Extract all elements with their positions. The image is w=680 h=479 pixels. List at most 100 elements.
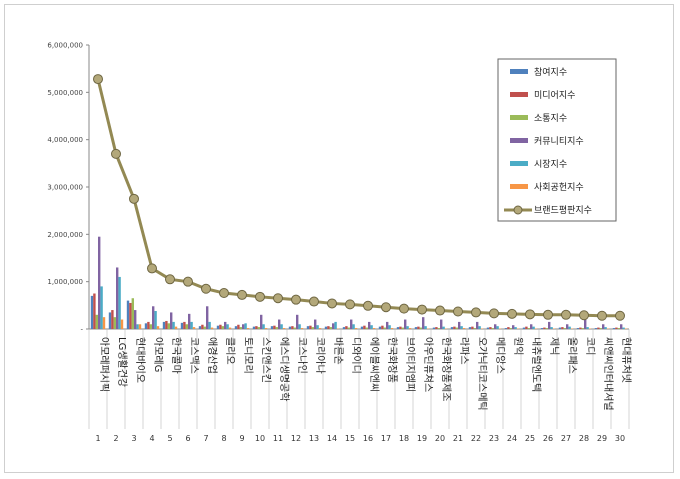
bar [486, 327, 490, 329]
bar [620, 324, 623, 329]
bar [489, 327, 492, 329]
bar [165, 320, 168, 329]
legend-swatch [510, 115, 528, 120]
bar [365, 327, 368, 329]
bar [147, 321, 150, 329]
legend-swatch [510, 69, 528, 74]
rank-label: 15 [345, 434, 355, 443]
bar [471, 326, 474, 329]
bar [360, 326, 364, 329]
category-label: 한국콜마 [170, 337, 182, 374]
category-label: 메디앙스 [494, 337, 506, 374]
bar [460, 326, 463, 329]
bar [514, 327, 517, 329]
category-label: 현대바이오 [134, 337, 146, 383]
y-tick-label: 2,000,000 [47, 231, 83, 239]
line-point [615, 310, 625, 321]
bar [98, 236, 101, 329]
line-point [471, 307, 481, 318]
bar [543, 327, 546, 329]
line-point [453, 306, 463, 317]
bar [507, 327, 510, 329]
line-point [165, 274, 175, 285]
bar [509, 328, 512, 329]
bar [602, 324, 605, 329]
category-label: 현대퓨처넷 [620, 337, 632, 383]
bar [545, 328, 548, 329]
rank-label: 5 [167, 434, 172, 443]
bar [406, 326, 409, 329]
bar [532, 326, 535, 329]
bar [203, 326, 206, 329]
bar [118, 276, 121, 329]
line-point [201, 283, 211, 294]
bar [190, 321, 193, 329]
bar [381, 325, 384, 329]
rank-label: 4 [149, 434, 154, 443]
bar [288, 326, 292, 329]
bar [468, 327, 472, 329]
rank-label: 7 [203, 434, 208, 443]
bar [255, 326, 258, 329]
bar [167, 323, 170, 329]
bar [491, 328, 494, 329]
bar [116, 267, 119, 329]
rank-label: 25 [525, 434, 535, 443]
line-point [489, 308, 499, 319]
bar [432, 327, 436, 329]
bar [131, 298, 134, 329]
bar [300, 328, 304, 329]
category-label: 스킨앤스킨 [260, 337, 272, 383]
line-point [435, 305, 445, 316]
bar [136, 324, 139, 329]
bar [342, 327, 346, 329]
category-label: 원익 [512, 337, 524, 355]
bar [399, 326, 402, 329]
line-point [327, 298, 337, 309]
rank-label: 22 [471, 434, 481, 443]
bar [478, 326, 481, 329]
rank-label: 12 [291, 434, 301, 443]
bar [280, 324, 283, 329]
rank-label: 16 [363, 434, 373, 443]
bar [414, 327, 418, 329]
category-label: 디와이디 [350, 337, 362, 374]
bar [458, 321, 461, 329]
bar [597, 327, 600, 329]
bar [108, 312, 112, 329]
bar [172, 321, 175, 329]
category-label: 오가닉티코스메틱 [476, 337, 488, 411]
bar [126, 300, 130, 329]
bar [282, 328, 286, 329]
rank-label: 20 [435, 434, 445, 443]
bar [345, 326, 348, 329]
category-label: 씨앤씨인터내셔널 [602, 337, 614, 411]
rank-label: 2 [113, 434, 118, 443]
category-label: 애경산업 [206, 337, 219, 374]
bar [237, 324, 240, 329]
rank-label: 9 [239, 434, 244, 443]
bar [120, 319, 124, 329]
bar [170, 312, 173, 329]
bar [558, 327, 562, 329]
legend-swatch [510, 161, 528, 166]
line-point [399, 303, 409, 314]
category-label: 코디 [584, 337, 596, 355]
legend-label: 소통지수 [534, 113, 567, 124]
bar [210, 327, 214, 329]
bar [329, 327, 332, 329]
category-label: 브이티지엠피 [404, 337, 416, 392]
bar [561, 327, 564, 329]
bar [324, 326, 328, 329]
bar [180, 322, 184, 329]
bar [244, 323, 247, 329]
y-tick-label: 6,000,000 [47, 42, 83, 50]
bar [496, 326, 499, 329]
bar [354, 328, 358, 329]
line-point [417, 304, 427, 315]
bar [208, 321, 211, 329]
bar [347, 327, 350, 329]
bar [417, 326, 420, 329]
bar [311, 327, 314, 329]
rank-label: 3 [131, 434, 136, 443]
